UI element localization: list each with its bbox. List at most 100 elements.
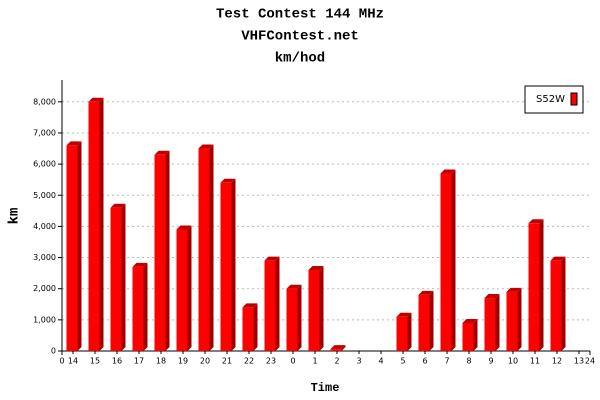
bar-face <box>242 307 254 351</box>
bar <box>132 262 148 351</box>
y-tick-label: 0 <box>51 347 56 356</box>
x-tick-label: 21 <box>222 357 232 366</box>
bar-face <box>418 290 434 295</box>
x-tick-label: 18 <box>156 357 166 366</box>
x-tick-label: 12 <box>552 357 562 366</box>
x-tick-label: 10 <box>508 357 518 366</box>
bar-face <box>165 150 170 351</box>
bar-face <box>88 101 100 351</box>
bar-face <box>220 182 232 351</box>
bar <box>440 169 456 351</box>
bar-face <box>132 266 144 351</box>
x-tick-label: 11 <box>530 357 540 366</box>
bar-face <box>110 207 122 351</box>
bar-face <box>440 169 456 174</box>
bar-face <box>231 178 236 351</box>
bar-face <box>396 312 412 317</box>
bar <box>308 266 324 351</box>
bar <box>198 144 214 351</box>
bar <box>264 256 280 351</box>
bar-face <box>77 141 82 351</box>
bar <box>462 318 478 351</box>
y-tick-label: 6,000 <box>33 160 56 169</box>
bar-face <box>66 141 82 146</box>
bar-face <box>308 270 320 351</box>
bar-face <box>561 256 566 351</box>
bar <box>484 294 500 351</box>
bar-face <box>275 256 280 351</box>
bar-face <box>198 148 210 351</box>
x-tick-label: 16 <box>112 357 122 366</box>
x-tick-label: 17 <box>134 357 144 366</box>
x-tick-label: 19 <box>178 357 188 366</box>
bar <box>506 287 522 351</box>
bar <box>110 203 126 351</box>
bar-face <box>308 266 324 271</box>
x-tick-label: 14 <box>68 357 78 366</box>
bar-face <box>297 284 302 351</box>
bar-face <box>264 256 280 261</box>
bar-face <box>209 144 214 351</box>
bar-face <box>121 203 126 351</box>
bar-face <box>462 322 474 351</box>
bar-face <box>132 262 148 267</box>
x-tick-label: 6 <box>422 357 427 366</box>
bar-face <box>220 178 236 183</box>
y-axis-label: km <box>7 208 23 225</box>
bar-face <box>484 294 500 299</box>
bar-face <box>528 223 540 351</box>
x-axis-label: Time <box>311 381 340 395</box>
y-tick-label: 3,000 <box>33 253 56 262</box>
bar-face <box>176 229 188 351</box>
bar <box>286 284 302 351</box>
bar <box>66 141 82 351</box>
bar <box>418 290 434 351</box>
x-tick-label: 24 <box>585 357 595 366</box>
bar-face <box>330 349 342 351</box>
bar-face <box>407 312 412 351</box>
bar-face <box>462 318 478 323</box>
bar <box>88 97 104 351</box>
bar <box>176 225 192 351</box>
bar <box>528 219 544 351</box>
bar-face <box>264 260 276 351</box>
x-tick-label: 5 <box>400 357 405 366</box>
chart-title: Test Contest 144 MHz <box>216 7 384 23</box>
bar <box>242 303 258 351</box>
bar-face <box>286 288 298 351</box>
bar-face <box>451 169 456 351</box>
bar-face <box>396 316 408 351</box>
bar-face <box>66 145 78 351</box>
bar-face <box>473 318 478 351</box>
bar <box>330 345 346 351</box>
legend-swatch <box>570 92 578 106</box>
bar-face <box>484 298 496 351</box>
x-tick-label: 0 <box>59 357 64 366</box>
bar-face <box>187 225 192 351</box>
x-tick-label: 3 <box>356 357 361 366</box>
bar-face <box>429 290 434 351</box>
bar-face <box>550 260 562 351</box>
x-tick-label: 0 <box>290 357 295 366</box>
x-tick-label: 15 <box>90 357 100 366</box>
x-tick-label: 13 <box>574 357 584 366</box>
x-tick-label: 23 <box>266 357 276 366</box>
bar-face <box>506 291 518 351</box>
x-tick-label: 20 <box>200 357 210 366</box>
bar-face <box>253 303 258 351</box>
bar-face <box>99 97 104 351</box>
bar-face <box>528 219 544 224</box>
bar <box>154 150 170 351</box>
chart-subtitle: VHFContest.net <box>241 29 359 45</box>
y-tick-label: 8,000 <box>33 97 56 106</box>
bar-face <box>176 225 192 230</box>
unit-title: km/hod <box>275 51 325 67</box>
bar-face <box>154 154 166 351</box>
x-tick-label: 2 <box>334 357 339 366</box>
bar-face <box>242 303 258 308</box>
bar <box>550 256 566 351</box>
bar-face <box>286 284 302 289</box>
x-tick-label: 4 <box>378 357 383 366</box>
bar-face <box>495 294 500 351</box>
